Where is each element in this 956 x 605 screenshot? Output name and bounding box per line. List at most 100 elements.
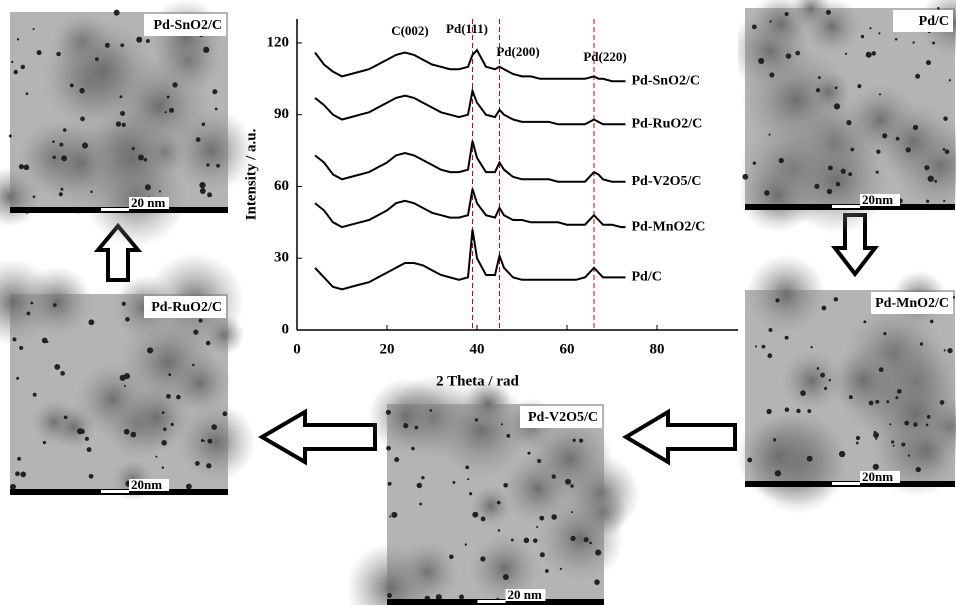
scale-bar bbox=[477, 600, 506, 603]
series-label: Pd/C bbox=[632, 270, 662, 285]
particle bbox=[200, 439, 204, 442]
scale-bar bbox=[101, 208, 129, 211]
particle bbox=[820, 372, 825, 378]
particle bbox=[20, 471, 27, 478]
particle bbox=[844, 52, 848, 55]
particle bbox=[176, 394, 181, 400]
particle bbox=[784, 407, 790, 412]
particle bbox=[198, 318, 203, 323]
particle bbox=[952, 296, 956, 299]
particle bbox=[767, 353, 773, 359]
particle bbox=[121, 301, 126, 306]
peak-label: C(002) bbox=[391, 23, 429, 38]
particle bbox=[868, 400, 874, 406]
particle bbox=[12, 337, 17, 342]
particle bbox=[878, 93, 882, 96]
panel-label: Pd/C bbox=[919, 14, 949, 29]
particle bbox=[565, 478, 572, 485]
particle bbox=[570, 511, 573, 514]
particle bbox=[895, 396, 899, 400]
particle bbox=[172, 82, 178, 88]
particle bbox=[875, 437, 878, 440]
particle bbox=[170, 422, 174, 427]
particle bbox=[855, 441, 859, 445]
particle bbox=[205, 340, 211, 346]
panel-label: Pd-MnO2/C bbox=[875, 296, 949, 311]
xrd-curve bbox=[314, 140, 626, 183]
particle bbox=[23, 164, 30, 171]
particle bbox=[62, 128, 67, 132]
peak-label: Pd(220) bbox=[583, 49, 626, 64]
particle bbox=[926, 415, 931, 419]
particle bbox=[761, 344, 766, 349]
texture-blob bbox=[745, 254, 827, 335]
particle bbox=[207, 438, 213, 444]
particle bbox=[747, 457, 753, 463]
particle bbox=[886, 400, 890, 404]
arrow-left bbox=[622, 408, 737, 466]
particle bbox=[391, 511, 398, 518]
particle bbox=[751, 24, 757, 30]
texture-blob bbox=[148, 0, 224, 75]
particle bbox=[16, 38, 20, 41]
particle bbox=[925, 60, 931, 66]
particle bbox=[570, 535, 576, 542]
particle bbox=[784, 335, 789, 340]
particle bbox=[138, 154, 145, 161]
particle bbox=[467, 478, 470, 481]
particle bbox=[944, 149, 950, 155]
tem-panel: Pd-RuO2/C 20nm bbox=[0, 252, 256, 501]
particle bbox=[754, 345, 758, 348]
particle bbox=[942, 147, 946, 151]
y-tick-label: 0 bbox=[282, 321, 290, 337]
particle bbox=[784, 11, 789, 17]
particle bbox=[752, 161, 757, 165]
particle bbox=[821, 305, 827, 311]
particle bbox=[414, 425, 419, 430]
texture-blob bbox=[829, 347, 897, 415]
label-box bbox=[893, 10, 953, 32]
particle bbox=[464, 543, 468, 546]
particle bbox=[497, 529, 501, 532]
particle bbox=[924, 165, 930, 171]
series-label: Pd-V2O5/C bbox=[632, 174, 702, 189]
scale-label: 20nm bbox=[862, 469, 893, 484]
texture-blob bbox=[167, 350, 232, 415]
particle bbox=[892, 444, 895, 447]
particle bbox=[527, 451, 531, 455]
particle bbox=[143, 157, 148, 162]
particle bbox=[416, 482, 423, 489]
particle bbox=[216, 163, 220, 168]
particle bbox=[905, 147, 911, 153]
scale-label: 20 nm bbox=[131, 195, 165, 210]
particle bbox=[937, 6, 940, 10]
particle bbox=[895, 136, 900, 141]
particle bbox=[817, 76, 821, 80]
particle bbox=[36, 50, 42, 56]
particle bbox=[838, 450, 846, 458]
x-tick-label: 80 bbox=[650, 341, 665, 357]
particle bbox=[202, 439, 205, 442]
particle bbox=[123, 373, 131, 380]
scale-text-bg bbox=[129, 197, 169, 209]
particle bbox=[203, 46, 210, 53]
particle bbox=[161, 466, 165, 469]
particle bbox=[826, 188, 833, 195]
texture-blob bbox=[806, 69, 851, 115]
particle bbox=[191, 363, 195, 367]
particle bbox=[894, 37, 898, 41]
particle bbox=[506, 433, 511, 438]
scale-bar bbox=[832, 205, 860, 208]
texture-blob bbox=[21, 266, 93, 338]
particle bbox=[551, 474, 556, 479]
particle bbox=[115, 121, 122, 127]
particle bbox=[52, 140, 55, 143]
particle bbox=[850, 147, 855, 152]
x-tick-label: 0 bbox=[293, 341, 301, 357]
particle bbox=[123, 384, 126, 388]
particle bbox=[583, 537, 589, 543]
particle bbox=[943, 116, 948, 121]
particle bbox=[919, 342, 924, 346]
particle bbox=[42, 440, 47, 445]
particle bbox=[846, 120, 852, 126]
